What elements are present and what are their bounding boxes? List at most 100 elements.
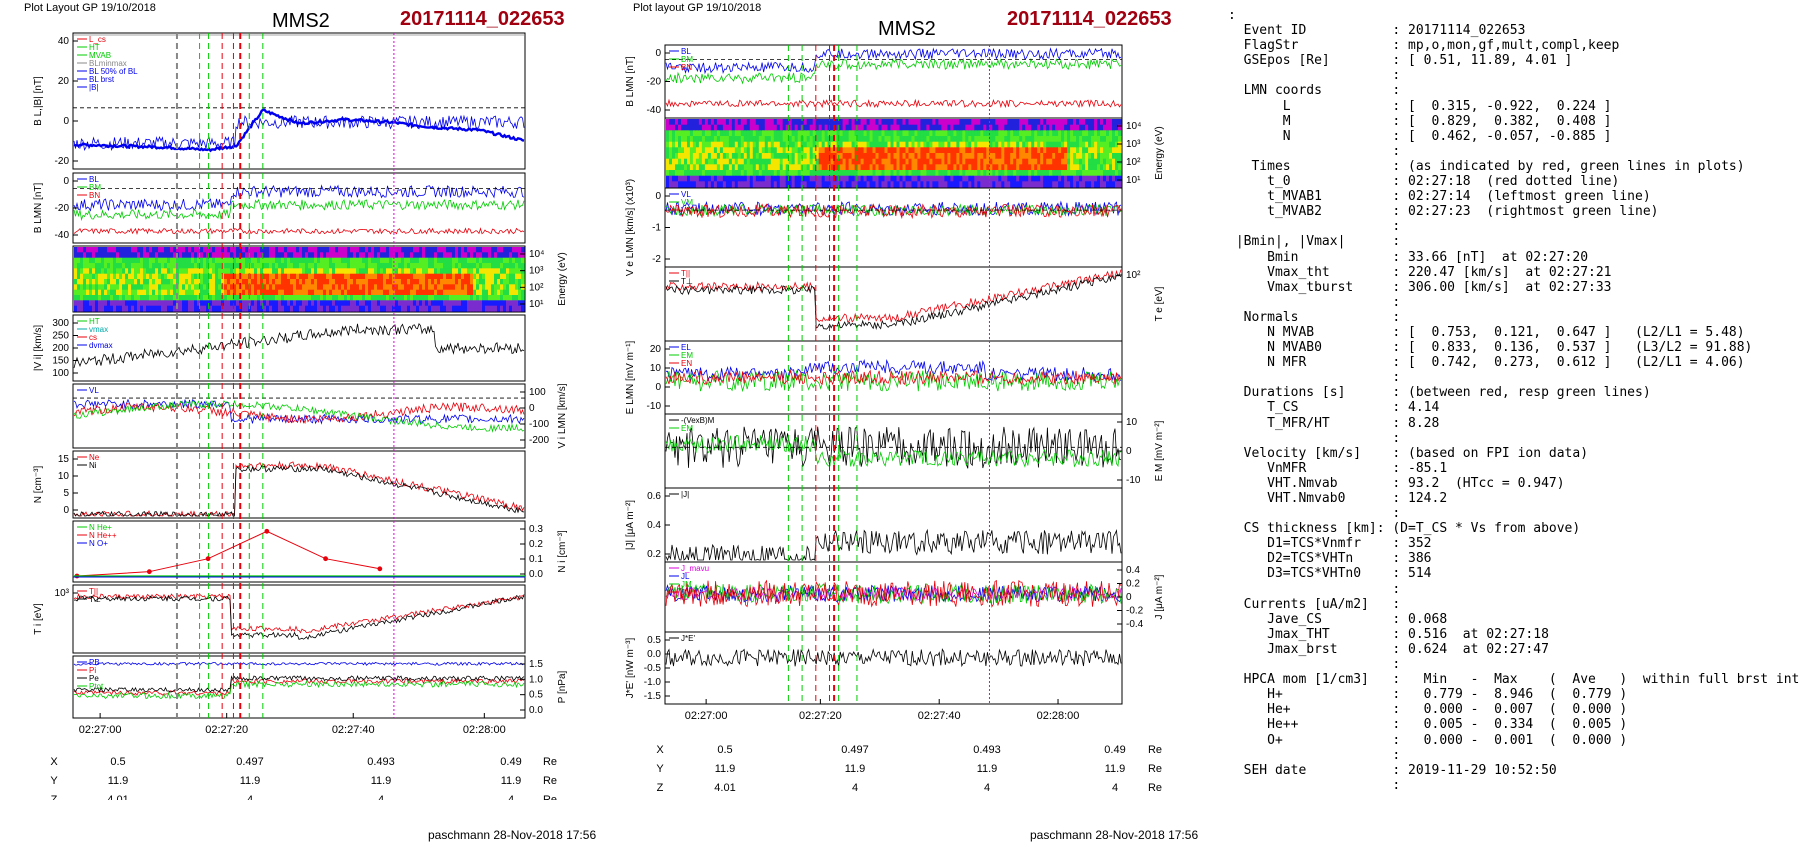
spectrogram-cell: [719, 119, 724, 126]
mid-fig-panel-8-ytick-label: -1.5: [644, 691, 662, 702]
spectrogram-cell: [812, 141, 817, 148]
spectrogram-cell: [869, 170, 874, 177]
spectrogram-cell: [821, 175, 826, 182]
mid-fig-pos-unit: Re: [1148, 744, 1162, 756]
spectrogram-cell: [672, 153, 676, 160]
spectrogram-cell: [149, 268, 153, 275]
spectrogram-cell: [383, 279, 387, 285]
spectrogram-cell: [803, 175, 808, 182]
spectrogram-cell: [473, 263, 477, 269]
spectrogram-cell: [800, 130, 805, 137]
spectrogram-cell: [113, 305, 117, 312]
spectrogram-cell: [497, 284, 501, 291]
spectrogram-cell: [1073, 181, 1077, 188]
left-fig-panel-1-ytick-label: 0: [63, 176, 69, 187]
spectrogram-cell: [251, 279, 255, 285]
spectrogram-cell: [872, 158, 877, 165]
spectrogram-cell: [896, 141, 901, 148]
spectrogram-cell: [704, 136, 709, 143]
spectrogram-cell: [92, 289, 96, 296]
spectrogram-cell: [227, 257, 231, 264]
spectrogram-cell: [92, 305, 96, 312]
spectrogram-cell: [1103, 130, 1107, 137]
spectrogram-cell: [863, 153, 868, 160]
spectrogram-cell: [707, 136, 712, 143]
spectrogram-cell: [374, 289, 378, 296]
spectrogram-cell: [449, 284, 453, 291]
spectrogram-cell: [287, 279, 291, 285]
spectrogram-cell: [902, 181, 907, 188]
spectrogram-cell: [884, 158, 889, 165]
spectrogram-cell: [272, 300, 276, 307]
spectrogram-cell: [785, 153, 790, 160]
spectrogram-cell: [266, 289, 270, 296]
spectrogram-cell: [221, 263, 225, 269]
spectrogram-cell: [188, 279, 192, 285]
spectrogram-cell: [1094, 141, 1098, 148]
spectrogram-cell: [1055, 136, 1059, 143]
spectrogram-cell: [500, 252, 504, 259]
spectrogram-cell: [329, 300, 333, 307]
spectrogram-cell: [281, 300, 285, 307]
spectrogram-cell: [179, 279, 183, 285]
spectrogram-cell: [284, 263, 288, 269]
spectrogram-cell: [260, 295, 264, 301]
spectrogram-cell: [692, 124, 697, 131]
spectrogram-cell: [824, 170, 829, 177]
spectrogram-cell: [377, 300, 381, 307]
spectrogram-cell: [479, 268, 483, 275]
spectrogram-cell: [275, 295, 279, 301]
spectrogram-cell: [1052, 164, 1056, 171]
spectrogram-cell: [482, 305, 486, 312]
spectrogram-cell: [737, 124, 742, 131]
spectrogram-cell: [170, 273, 174, 280]
spectrogram-cell: [1058, 153, 1062, 160]
spectrogram-cell: [704, 170, 709, 177]
spectrogram-cell: [161, 257, 165, 264]
spectrogram-cell: [308, 252, 312, 259]
spectrogram-cell: [128, 289, 132, 296]
spectrogram-cell: [1082, 141, 1086, 148]
spectrogram-cell: [416, 268, 420, 275]
spectrogram-cell: [248, 252, 252, 259]
spectrogram-cell: [203, 263, 207, 269]
spectrogram-cell: [98, 252, 102, 259]
spectrogram-cell: [161, 252, 165, 259]
spectrogram-cell: [935, 141, 939, 148]
spectrogram-cell: [284, 289, 288, 296]
spectrogram-cell: [773, 119, 778, 126]
spectrogram-cell: [884, 124, 889, 131]
spectrogram-cell: [878, 141, 883, 148]
spectrogram-cell: [233, 247, 237, 253]
spectrogram-cell: [944, 175, 948, 182]
spectrogram-cell: [893, 130, 898, 137]
spectrogram-cell: [425, 263, 429, 269]
spectrogram-cell: [485, 247, 489, 253]
spectrogram-cell: [803, 153, 808, 160]
spectrogram-cell: [666, 175, 670, 182]
mid-fig-xtick-label: 02:27:20: [799, 710, 842, 722]
spectrogram-cell: [296, 289, 300, 296]
spectrogram-cell: [119, 263, 123, 269]
spectrogram-cell: [821, 130, 826, 137]
spectrogram-cell: [971, 147, 975, 154]
spectrogram-cell: [482, 268, 486, 275]
spectrogram-cell: [1103, 136, 1107, 143]
spectrogram-cell: [764, 175, 769, 182]
spectrogram-cell: [143, 273, 147, 280]
spectrogram-cell: [788, 158, 793, 165]
spectrogram-cell: [380, 247, 384, 253]
spectrogram-cell: [161, 295, 165, 301]
spectrogram-cell: [308, 247, 312, 253]
spectrogram-cell: [1049, 153, 1053, 160]
spectrogram-cell: [482, 300, 486, 307]
spectrogram-cell: [1085, 158, 1089, 165]
spectrogram-cell: [893, 136, 898, 143]
spectrogram-cell: [788, 170, 793, 177]
spectrogram-cell: [440, 284, 444, 291]
spectrogram-cell: [413, 295, 417, 301]
spectrogram-cell: [779, 124, 784, 131]
spectrogram-cell: [872, 153, 877, 160]
spectrogram-cell: [338, 263, 342, 269]
spectrogram-cell: [863, 164, 868, 171]
